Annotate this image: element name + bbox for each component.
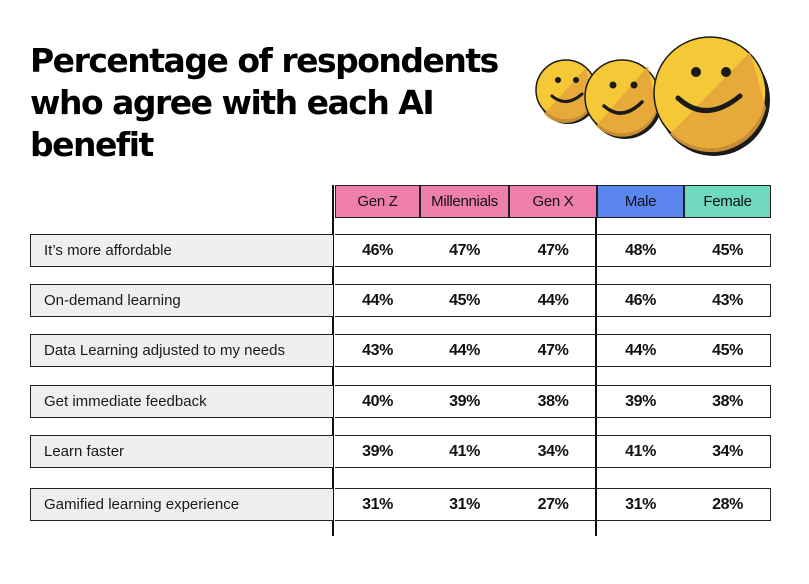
row-label: It’s more affordable	[30, 234, 333, 267]
table-row: 43% 44% 47% 44% 45%	[335, 334, 771, 367]
value-cell: 34%	[537, 442, 569, 460]
value-cell: 44%	[625, 341, 656, 359]
value-cell: 47%	[449, 241, 480, 259]
value-cell: 45%	[712, 341, 743, 359]
table-left-divider	[332, 185, 334, 536]
value-cell: 44%	[449, 341, 480, 359]
chart-title: Percentage of respondents who agree with…	[30, 41, 499, 164]
value-cell: 31%	[449, 495, 480, 513]
value-cell: 31%	[625, 495, 656, 513]
table-row: 44% 45% 44% 46% 43%	[335, 284, 771, 317]
column-header-male: Male	[597, 185, 684, 218]
smiley-large-icon	[653, 36, 770, 156]
smiley-medium-icon	[584, 59, 662, 139]
row-label: Gamified learning experience	[30, 488, 333, 521]
value-cell: 44%	[537, 291, 569, 309]
value-cell: 39%	[449, 392, 480, 410]
table-group-divider	[595, 185, 597, 536]
value-cell: 41%	[625, 442, 656, 460]
smiley-faces-illustration	[535, 36, 770, 156]
row-label: Data Learning adjusted to my needs	[30, 334, 333, 367]
value-cell: 47%	[537, 341, 569, 359]
value-cell: 43%	[712, 291, 743, 309]
table-row: 40% 39% 38% 39% 38%	[335, 385, 771, 418]
value-cell: 45%	[712, 241, 743, 259]
smiley-small-icon	[535, 59, 598, 124]
value-cell: 38%	[537, 392, 569, 410]
value-cell: 46%	[625, 291, 656, 309]
value-cell: 47%	[537, 241, 569, 259]
value-cell: 31%	[362, 495, 393, 513]
value-cell: 34%	[712, 442, 743, 460]
value-cell: 41%	[449, 442, 480, 460]
table-row: 46% 47% 47% 48% 45%	[335, 234, 771, 267]
table-row: 31% 31% 27% 31% 28%	[335, 488, 771, 521]
row-label: On-demand learning	[30, 284, 333, 317]
table-row: 39% 41% 34% 41% 34%	[335, 435, 771, 468]
column-header-gen-x: Gen X	[509, 185, 597, 218]
value-cell: 39%	[362, 442, 393, 460]
value-cell: 40%	[362, 392, 393, 410]
value-cell: 45%	[449, 291, 480, 309]
value-cell: 44%	[362, 291, 393, 309]
value-cell: 48%	[625, 241, 656, 259]
value-cell: 43%	[362, 341, 393, 359]
value-cell: 39%	[625, 392, 656, 410]
row-label: Get immediate feedback	[30, 385, 333, 418]
value-cell: 27%	[537, 495, 569, 513]
column-header-gen-z: Gen Z	[335, 185, 420, 218]
value-cell: 46%	[362, 241, 393, 259]
value-cell: 38%	[712, 392, 743, 410]
column-header-millennials: Millennials	[420, 185, 509, 218]
column-header-female: Female	[684, 185, 771, 218]
row-label: Learn faster	[30, 435, 333, 468]
value-cell: 28%	[712, 495, 743, 513]
